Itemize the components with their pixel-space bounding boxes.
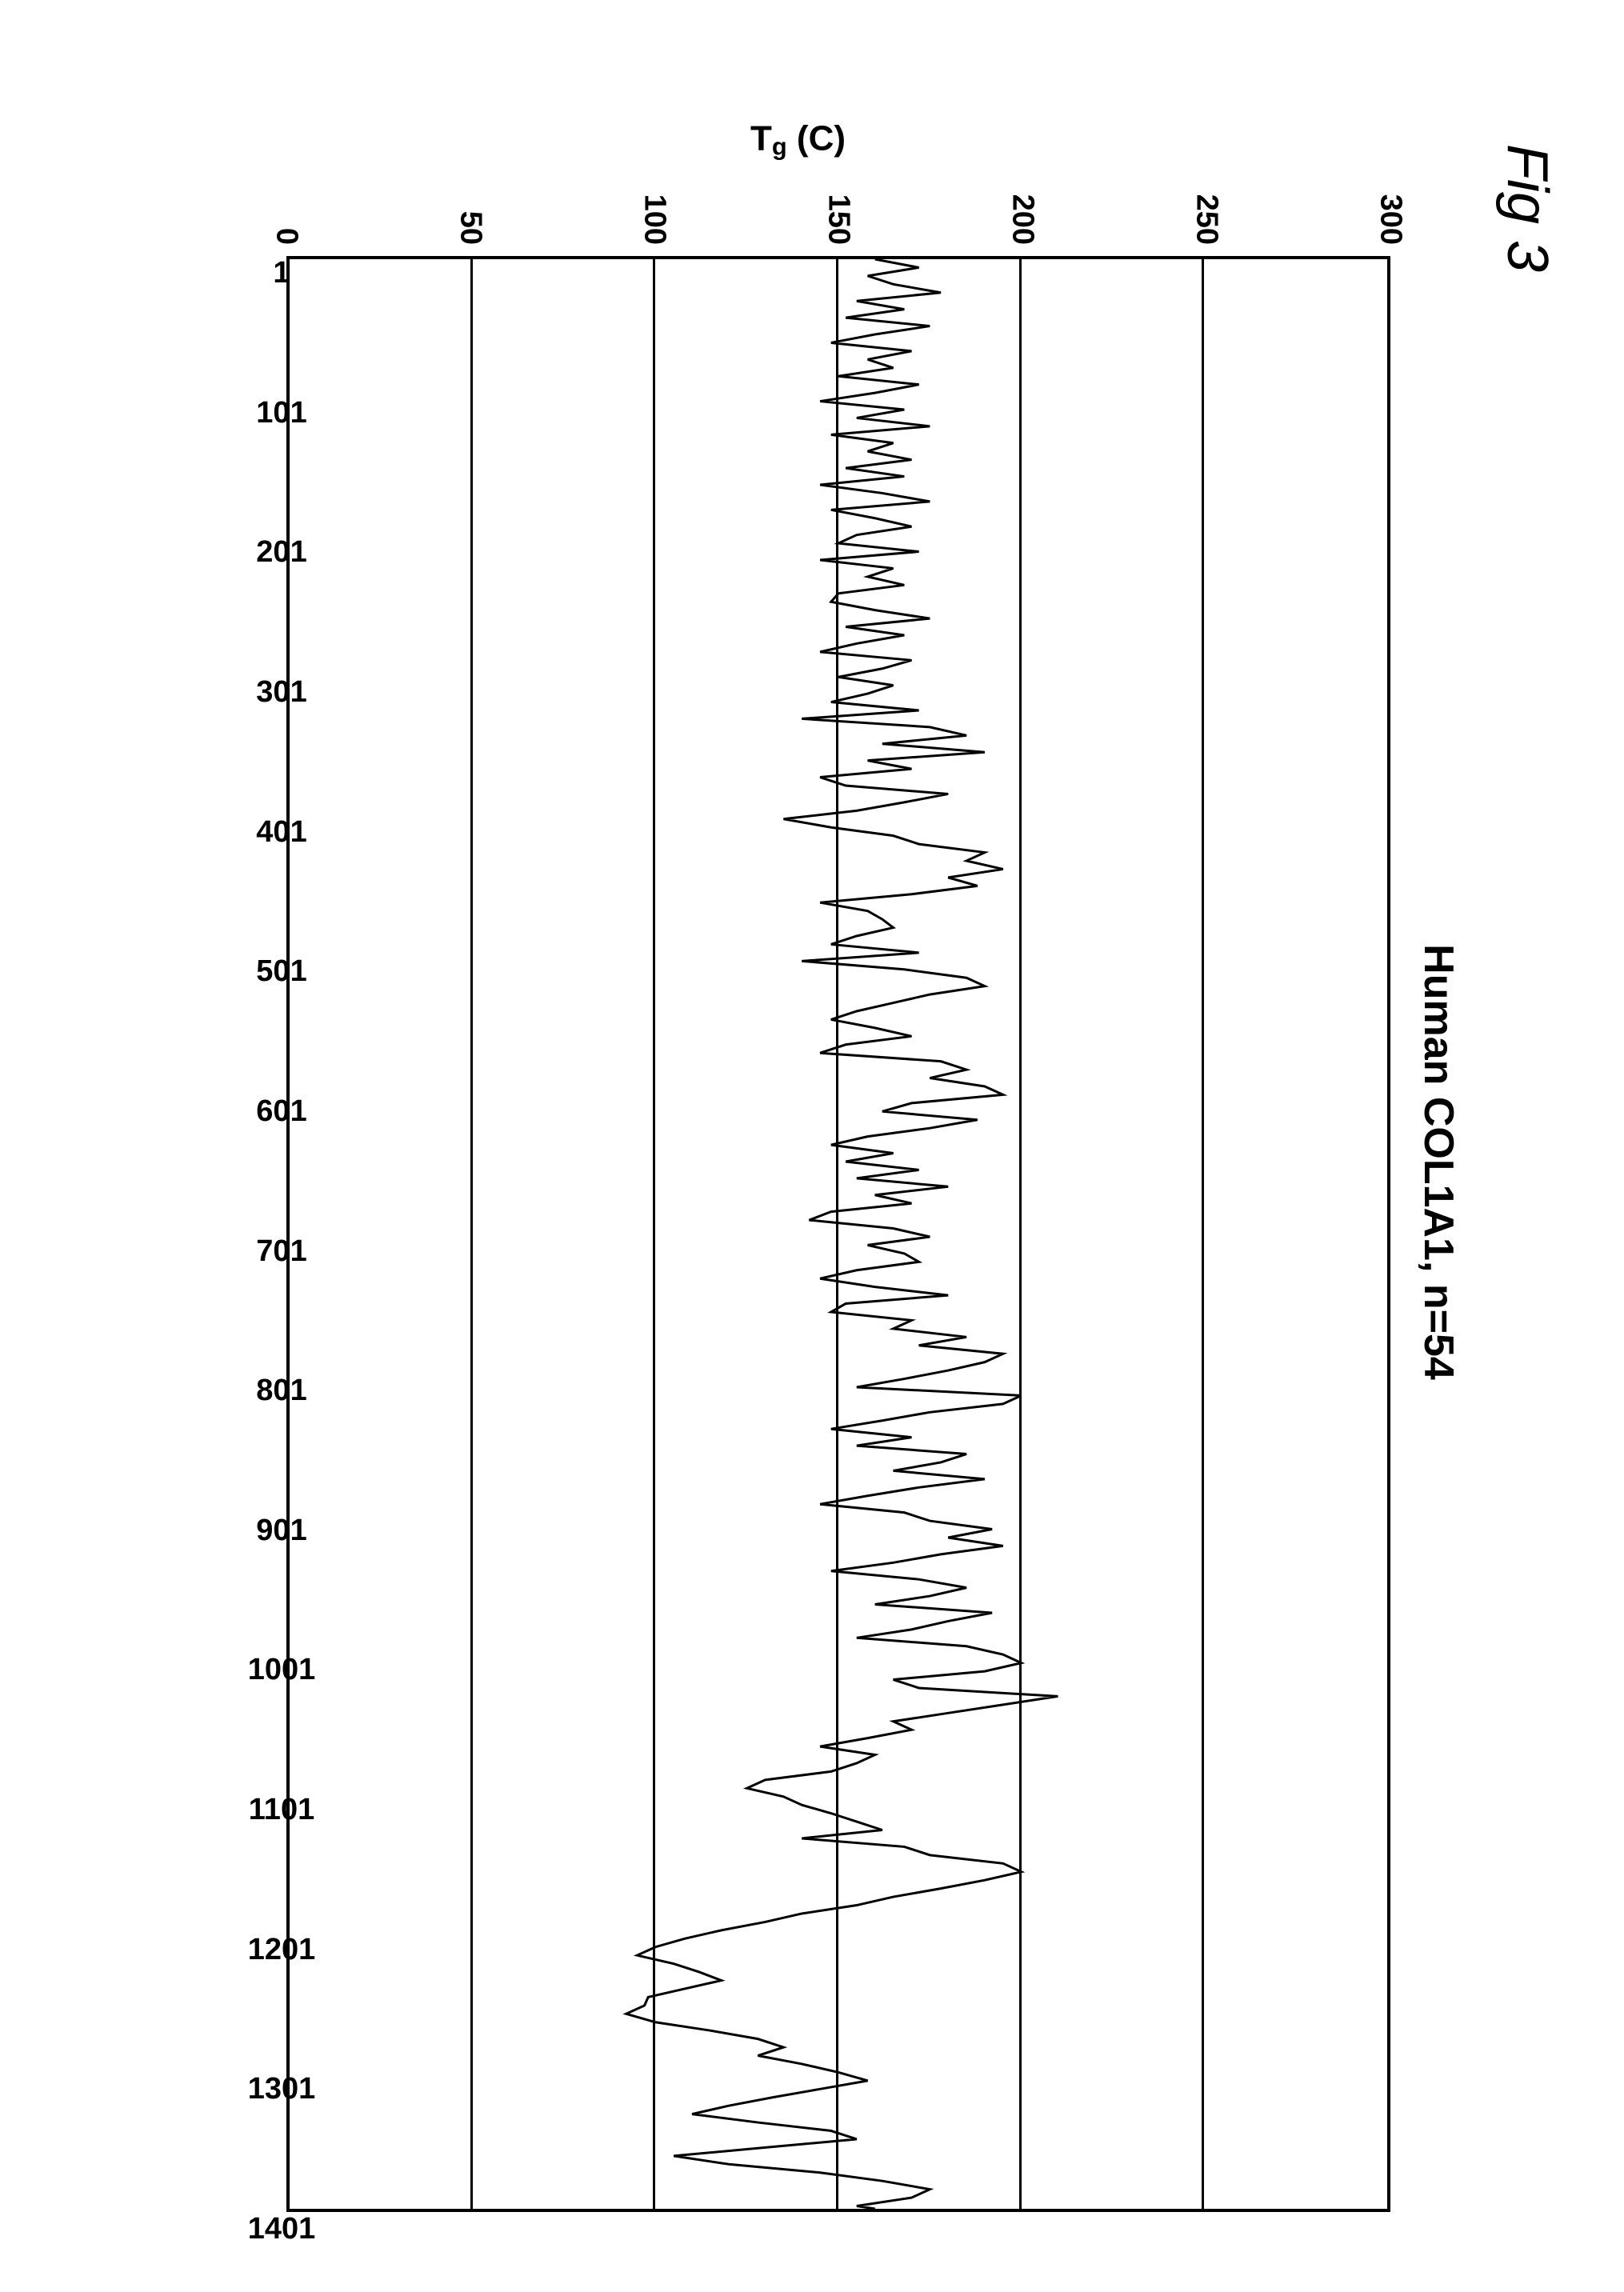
x-tick-label: 801 <box>256 1374 306 1408</box>
y-tick-label: 250 <box>1190 194 1224 245</box>
x-tick-label: 701 <box>256 1234 306 1269</box>
y-axis-label: Tg (C) <box>206 112 1390 168</box>
x-tick-label: 1301 <box>248 2072 316 2106</box>
gridline <box>1202 259 1204 2209</box>
y-tick-label: 150 <box>822 194 856 245</box>
x-tick-label: 1401 <box>248 2212 316 2246</box>
x-tick-label: 1001 <box>248 1653 316 1687</box>
x-tick-label: 201 <box>256 535 306 570</box>
x-tick-row: 1101201301401501601701801901100111011201… <box>206 256 286 2212</box>
figure-label: Fig 3 <box>1494 144 1560 2212</box>
y-tick-label: 100 <box>638 194 672 245</box>
gridline <box>1019 259 1022 2209</box>
x-tick-label: 401 <box>256 815 306 850</box>
chart-title: Human COL1A1, n=54 <box>1414 112 1462 2212</box>
y-tick-label: 300 <box>1374 194 1408 245</box>
plot-area <box>286 256 1390 2212</box>
y-tick-label: 0 <box>270 228 304 245</box>
x-tick-label: 901 <box>256 1514 306 1548</box>
x-tick-label: 1 <box>273 256 290 290</box>
x-tick-label: 1101 <box>249 1793 314 1827</box>
y-tick-column: 050100150200250300 <box>206 168 1390 256</box>
chart-area: Tg (C) 050100150200250300 11012013014015… <box>206 112 1390 2212</box>
x-tick-label: 101 <box>256 396 306 430</box>
x-tick-label: 501 <box>256 954 306 989</box>
gridline <box>653 259 655 2209</box>
gridline <box>836 259 838 2209</box>
data-line <box>626 259 1058 2209</box>
y-tick-label: 200 <box>1006 194 1040 245</box>
line-series <box>290 259 1387 2209</box>
gridline <box>470 259 473 2209</box>
x-tick-label: 601 <box>256 1094 306 1129</box>
x-tick-label: 1201 <box>248 1933 316 1967</box>
x-tick-label: 301 <box>256 675 306 710</box>
y-tick-label: 50 <box>454 211 488 245</box>
